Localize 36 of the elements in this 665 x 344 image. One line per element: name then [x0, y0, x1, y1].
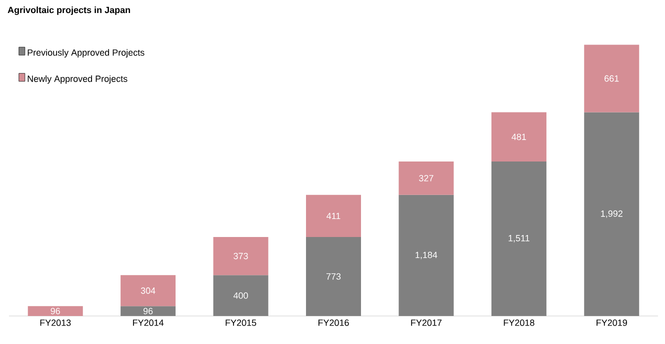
data-label: 773: [326, 273, 341, 280]
x-tick-label: FY2018: [504, 320, 534, 326]
data-label: 1,184: [416, 252, 438, 260]
bar: [213, 236, 268, 276]
bar: [28, 306, 83, 316]
bar: [491, 112, 546, 162]
bar: [213, 275, 268, 316]
bar: [306, 194, 361, 237]
x-tick-label: FY2015: [226, 320, 256, 326]
data-label: 411: [326, 212, 340, 220]
x-tick-label: FY2019: [596, 320, 627, 326]
data-label: 327: [419, 175, 434, 182]
bar: [306, 236, 361, 316]
x-tick-label: FY2016: [318, 320, 349, 326]
data-label: 96: [50, 308, 60, 314]
x-tick-label: FY2017: [411, 320, 442, 326]
chart-title: Agrivoltaic projects in Japan: [8, 6, 130, 15]
data-label: 481: [512, 134, 526, 140]
data-label: 400: [233, 292, 248, 299]
data-label: 373: [234, 252, 248, 260]
bar: [398, 194, 454, 316]
bar: [584, 44, 640, 112]
bar: [120, 306, 176, 316]
data-label: 1,992: [601, 210, 622, 218]
bar: [491, 161, 546, 316]
bar: [584, 112, 640, 316]
x-tick-label: FY2014: [133, 320, 164, 326]
legend-label: Newly Approved Projects: [28, 75, 128, 84]
bar: [398, 161, 454, 195]
data-label: 661: [604, 75, 619, 82]
legend-label: Previously Approved Projects: [28, 49, 144, 58]
data-label: 96: [143, 308, 153, 314]
bar: [120, 275, 176, 306]
data-label: 1,511: [508, 235, 530, 242]
data-label: 304: [140, 287, 156, 294]
x-tick-label: FY2013: [40, 320, 71, 326]
